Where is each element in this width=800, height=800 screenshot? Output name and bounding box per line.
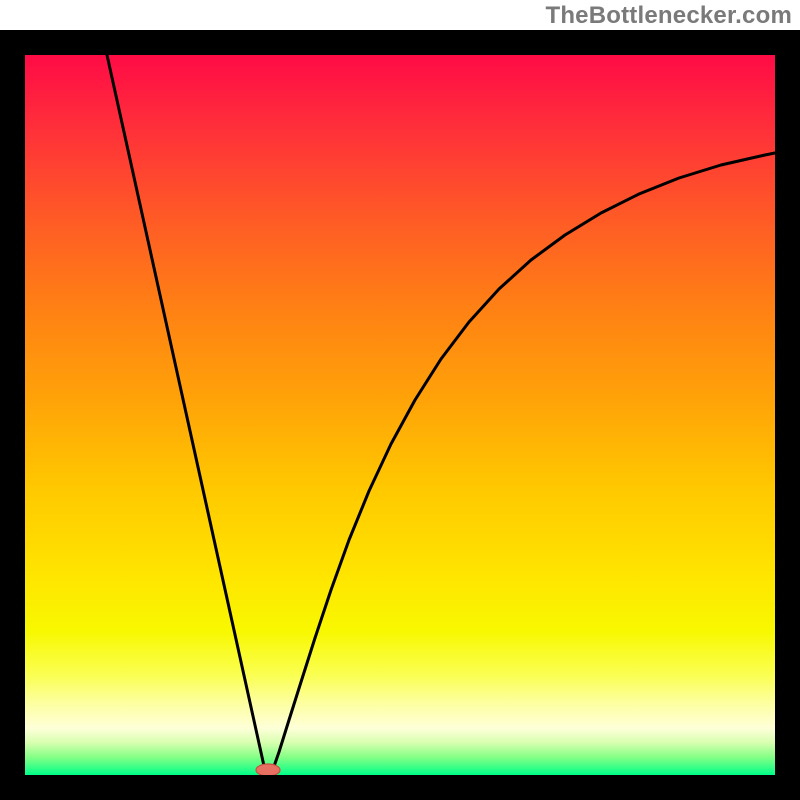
chart-container: { "watermark": { "text": "TheBottlenecke… xyxy=(0,0,800,800)
optimal-point-marker xyxy=(256,764,280,776)
chart-svg xyxy=(0,30,800,800)
gradient-background xyxy=(25,55,775,775)
chart-frame xyxy=(0,30,800,800)
watermark-text: TheBottlenecker.com xyxy=(545,2,792,30)
